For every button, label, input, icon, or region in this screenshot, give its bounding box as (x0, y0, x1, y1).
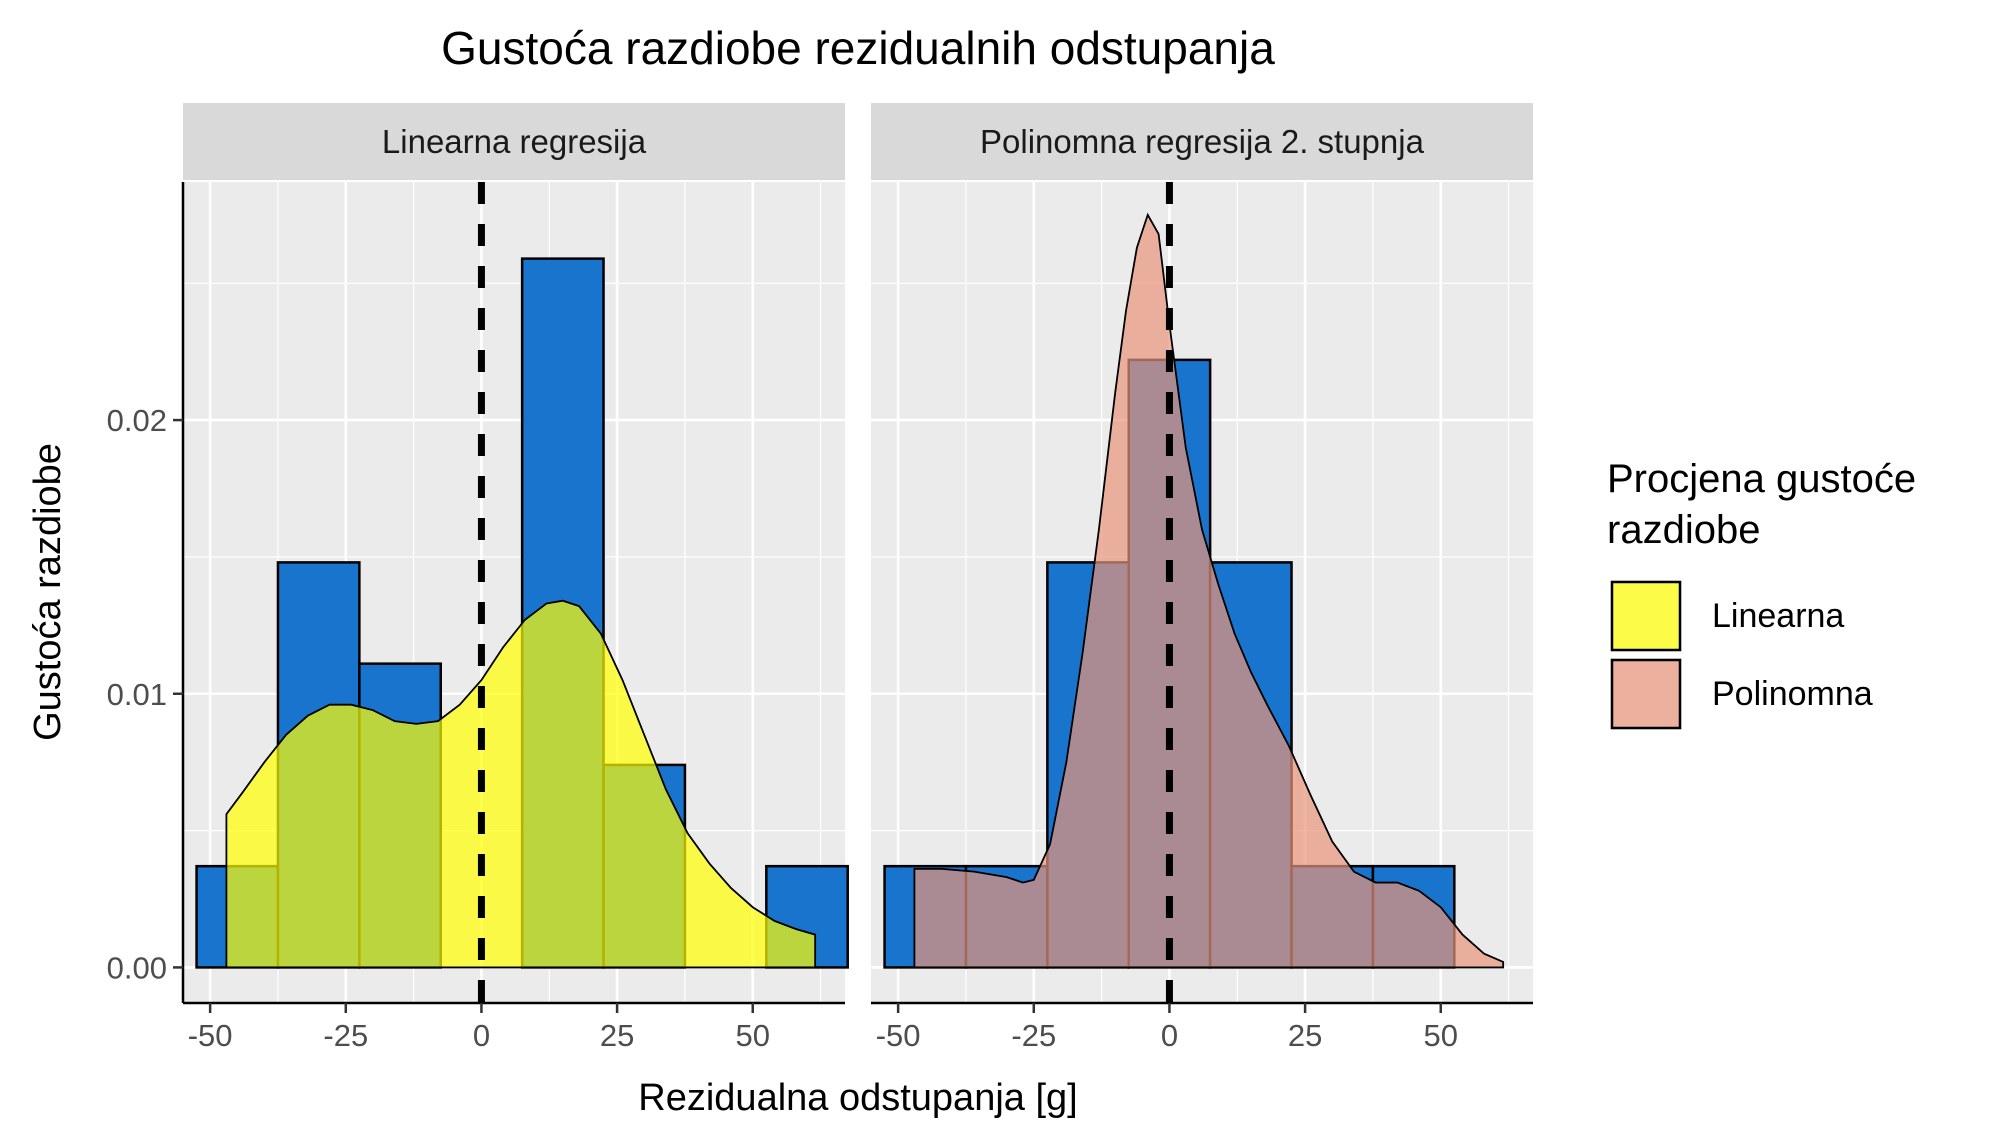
panels: Linearna regresija -50 -25 0 25 50 0.00 0.01 0.0… (107, 103, 1533, 1053)
legend-item-label: Polinomna (1712, 675, 1873, 713)
facet-strip (183, 103, 845, 180)
x-tick-label: -25 (1011, 1018, 1056, 1053)
density-area (225, 599, 817, 969)
y-axis-label: Gustoća razdiobe (27, 443, 69, 741)
density-area (913, 212, 1505, 969)
x-tick-label: 25 (600, 1018, 634, 1053)
legend-key-swatch (1610, 580, 1682, 652)
x-tick-label: 50 (1424, 1018, 1458, 1053)
x-axis-label: Rezidualna odstupanja [g] (638, 1077, 1077, 1119)
legend: Procjena gustoće razdiobe Linearna Polino… (1607, 457, 1916, 730)
x-tick-label: -50 (876, 1018, 921, 1053)
x-tick-label: -50 (188, 1018, 233, 1053)
chart-title: Gustoća razdiobe rezidualnih odstupanja (441, 22, 1275, 74)
x-tick-label: 50 (736, 1018, 770, 1053)
panel-2: Polinomna regresija 2. stupnja -50 -25 0 25 5… (871, 103, 1533, 1053)
y-tick-label: 0.00 (107, 950, 167, 985)
x-tick-label: 0 (1161, 1018, 1178, 1053)
facet-strip (871, 103, 1533, 180)
legend-item-label: Linearna (1712, 597, 1844, 635)
x-tick-label: 25 (1288, 1018, 1322, 1053)
legend-item-linearna: Linearna (1610, 580, 1844, 652)
facet-strip-label: Polinomna regresija 2. stupnja (980, 123, 1425, 160)
legend-items: Linearna Polinomna (1610, 580, 1873, 730)
x-tick-label: -25 (323, 1018, 368, 1053)
x-tick-label: 0 (473, 1018, 490, 1053)
legend-title-line-1: Procjena gustoće (1607, 457, 1916, 501)
y-tick-label: 0.01 (107, 677, 167, 712)
legend-title-line-2: razdiobe (1607, 508, 1760, 552)
legend-key-swatch (1610, 658, 1682, 730)
facet-strip-label: Linearna regresija (382, 123, 647, 160)
panel-1: Linearna regresija -50 -25 0 25 50 0.00 0.01 0.0… (107, 103, 849, 1053)
y-tick-label: 0.02 (107, 403, 167, 438)
legend-item-polinomna: Polinomna (1610, 658, 1873, 730)
